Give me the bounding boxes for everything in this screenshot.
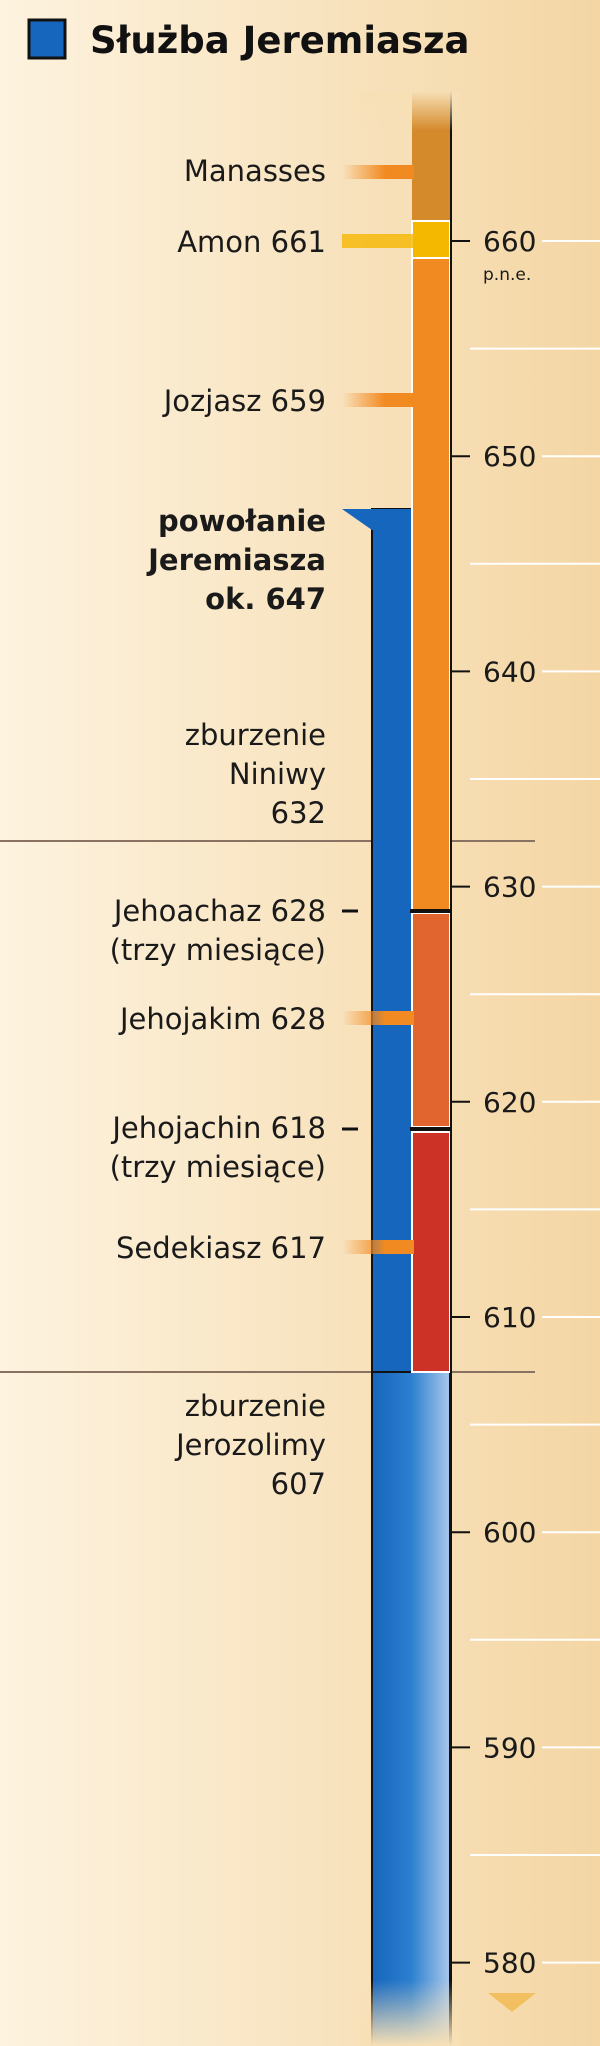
- connector: [342, 1240, 414, 1254]
- tick-lines: [452, 240, 600, 1964]
- event-label: Niniwy: [229, 757, 326, 791]
- tick-label: 590: [483, 1731, 536, 1764]
- reign: [411, 1131, 451, 1373]
- era-label: p.n.e.: [483, 265, 531, 285]
- axis-line: [450, 91, 452, 2046]
- fade: [360, 1980, 460, 2046]
- legend-swatch: [27, 18, 67, 60]
- reign: [411, 220, 451, 259]
- event-label: zburzenie: [185, 1389, 326, 1423]
- tick-label: 610: [483, 1301, 536, 1334]
- event-label: 632: [271, 796, 326, 830]
- event-label: Jerozolimy: [174, 1428, 326, 1462]
- connector: [342, 1011, 414, 1025]
- event-label: Sedekiasz 617: [116, 1231, 326, 1265]
- tick-label: 660: [483, 225, 536, 258]
- tick-labels: 660 650 640 630 620 610 600 590 580 p.n.e.: [483, 225, 536, 1980]
- event-label: powołanie: [158, 504, 326, 538]
- arrow: [488, 1993, 536, 2012]
- ministry-tab: [342, 509, 412, 530]
- reign: [411, 912, 451, 1128]
- event-label: Jozjasz 659: [162, 384, 326, 418]
- event-label: (trzy miesiące): [110, 1150, 326, 1184]
- event-label: Jeremiasza: [146, 543, 326, 577]
- event-label: 607: [271, 1467, 326, 1501]
- event-label: Jehojakim 628: [118, 1002, 326, 1036]
- event-label: zburzenie: [185, 718, 326, 752]
- event-label: Jehojachin 618: [110, 1111, 326, 1145]
- tick-label: 580: [483, 1947, 536, 1980]
- connector: [342, 393, 414, 407]
- tick-label: 600: [483, 1516, 536, 1549]
- tick-label: 620: [483, 1086, 536, 1119]
- ministry-bar: [371, 1371, 451, 2046]
- event-label: ok. 647: [205, 582, 326, 616]
- event-labels: Manasses Amon 661 Jozjasz 659 powołanie Jere…: [110, 154, 326, 1501]
- connectors: [342, 165, 414, 1254]
- event-label: Amon 661: [177, 225, 326, 259]
- tick-label: 640: [483, 655, 536, 688]
- event-label: Manasses: [184, 154, 326, 188]
- title: Służba Jeremiasza: [90, 19, 470, 62]
- reign: [411, 257, 451, 911]
- tick-label: 630: [483, 871, 536, 904]
- fade: [360, 91, 460, 131]
- connector: [342, 165, 414, 179]
- event-label: (trzy miesiące): [110, 933, 326, 967]
- tick-label: 650: [483, 440, 536, 473]
- connector: [342, 234, 414, 248]
- event-label: Jehoachaz 628: [112, 894, 326, 928]
